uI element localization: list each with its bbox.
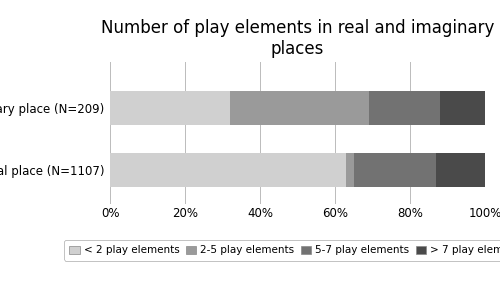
- Bar: [110, 153, 346, 187]
- Title: Number of play elements in real and imaginary
places: Number of play elements in real and imag…: [101, 19, 494, 58]
- Bar: [110, 91, 230, 125]
- Bar: [440, 91, 485, 125]
- Bar: [230, 91, 369, 125]
- Bar: [346, 153, 354, 187]
- Bar: [354, 153, 436, 187]
- Legend: < 2 play elements, 2-5 play elements, 5-7 play elements, > 7 play elements: < 2 play elements, 2-5 play elements, 5-…: [64, 240, 500, 261]
- Bar: [436, 153, 485, 187]
- Bar: [369, 91, 440, 125]
